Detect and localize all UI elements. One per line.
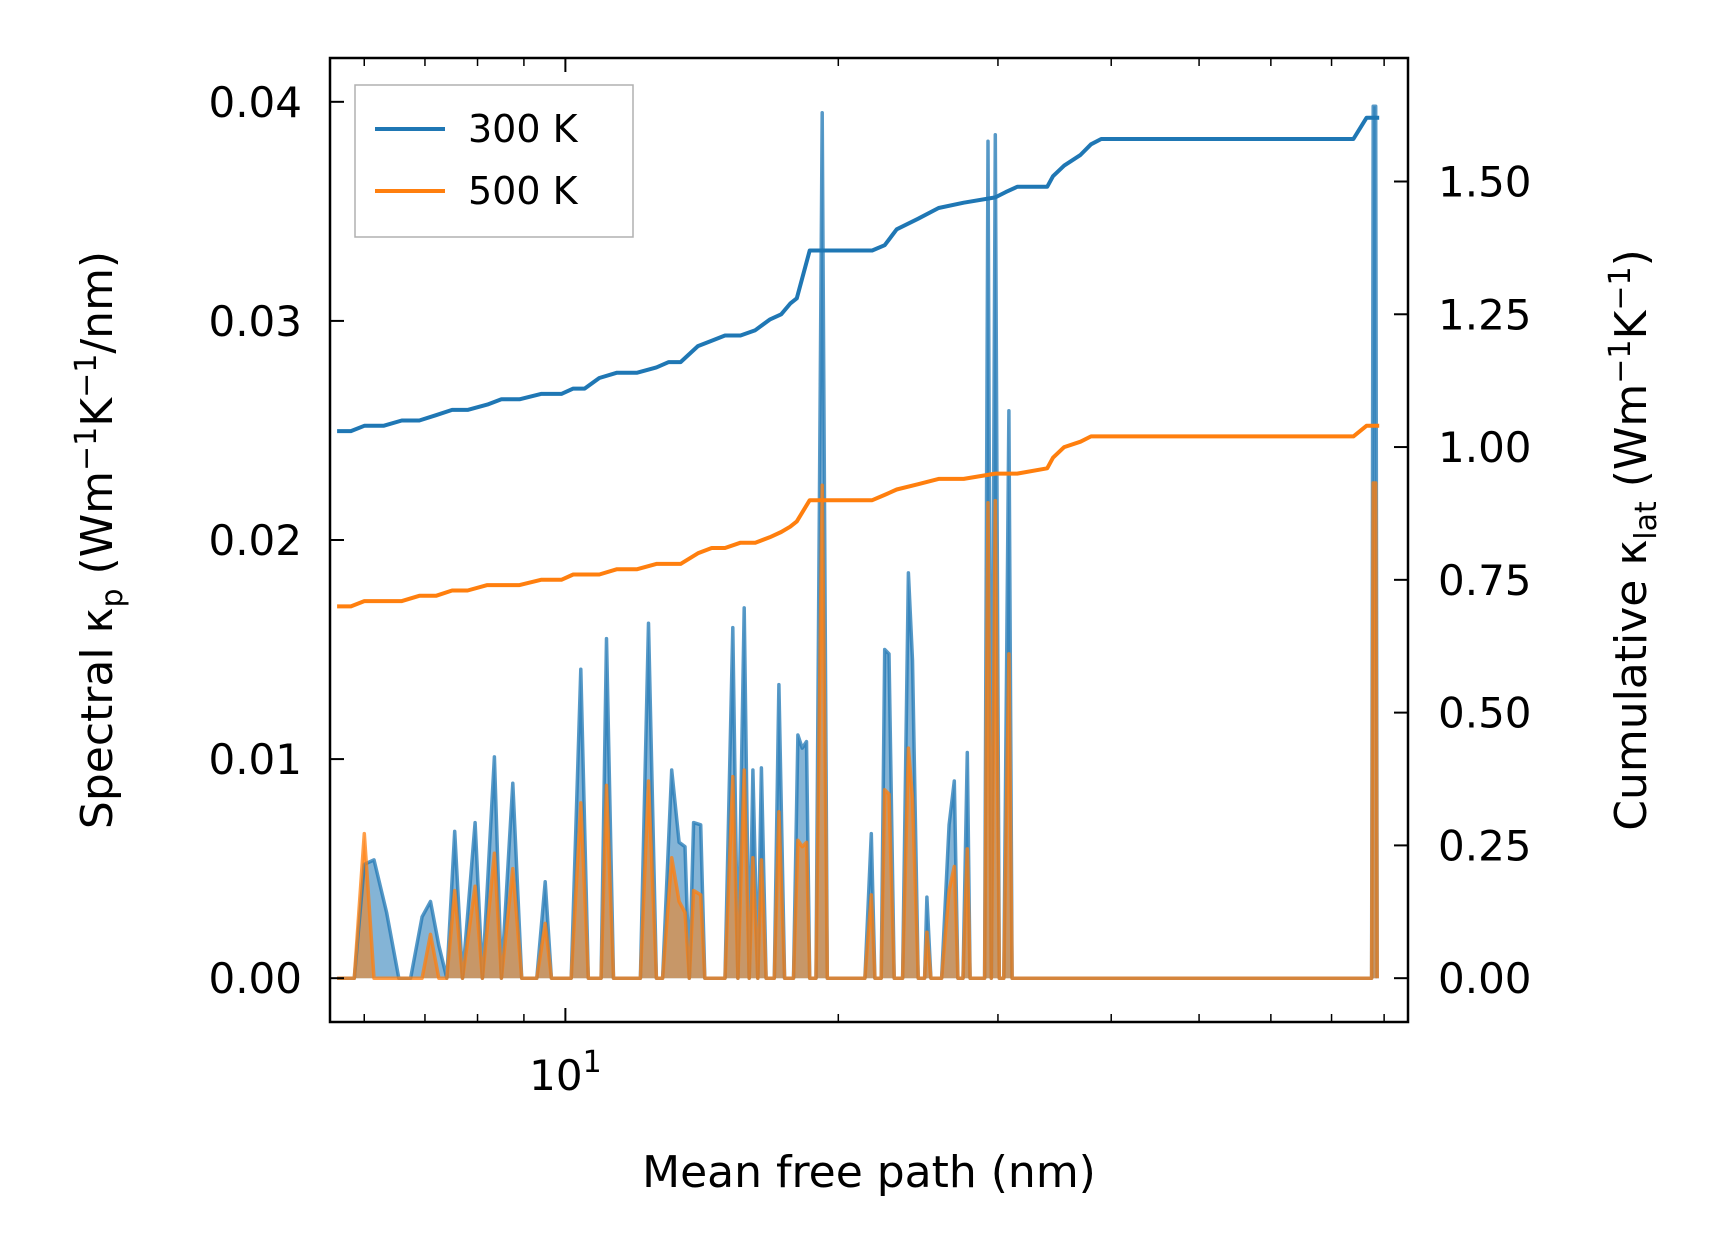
right-tick-label: 0.50 <box>1438 689 1532 738</box>
cumulative-lines <box>337 115 1380 609</box>
cumulative-line-500k <box>337 423 1380 609</box>
ticks <box>330 58 1408 1022</box>
right-tick-label: 1.00 <box>1438 423 1532 472</box>
left-axis-label-sub: p <box>95 588 130 607</box>
right-tick-labels: 0.00 0.25 0.50 0.75 1.00 1.25 1.50 <box>1438 157 1532 1003</box>
left-tick-label: 0.00 <box>208 954 302 1003</box>
x-axis-label: Mean free path (nm) <box>642 1147 1096 1198</box>
plot-frame <box>328 56 1410 1024</box>
left-axis-label-unit: (Wm <box>72 471 123 589</box>
right-tick-label: 0.75 <box>1438 556 1532 605</box>
legend-label-500k: 500 K <box>468 169 579 213</box>
left-tick-label: 0.03 <box>208 297 302 346</box>
left-tick-label: 0.04 <box>208 78 302 127</box>
right-axis-label-sub: lat <box>1629 501 1664 540</box>
spectral-line-500k <box>337 481 1379 980</box>
left-tick-label: 0.01 <box>208 735 302 784</box>
right-axis-label-exp1: −1 <box>1603 339 1638 383</box>
left-tick-label: 0.02 <box>208 516 302 565</box>
right-axis-label-exp2: −1 <box>1603 266 1638 310</box>
left-axis-label-k: K <box>72 397 123 427</box>
legend: 300 K 500 K <box>354 84 634 238</box>
right-tick-label: 0.25 <box>1438 821 1532 870</box>
right-tick-label: 1.25 <box>1438 290 1532 339</box>
cumulative-line-300k <box>337 115 1380 434</box>
left-axis-label-tail: /nm) <box>72 251 123 354</box>
spectral-lines <box>337 104 1379 980</box>
legend-box <box>354 84 634 238</box>
x-tick-label: 101 <box>529 1045 602 1100</box>
legend-label-300k: 300 K <box>468 107 579 151</box>
left-axis-label: Spectral κp (Wm−1K−1/nm) <box>69 251 130 829</box>
right-tick-label: 1.50 <box>1438 157 1532 206</box>
left-axis-label-exp2: −1 <box>69 354 104 398</box>
right-axis-label: Cumulative κlat (Wm−1K−1) <box>1603 249 1664 831</box>
left-axis-label-main: Spectral κ <box>72 608 123 830</box>
right-axis-label-tail: ) <box>1606 249 1657 266</box>
plot-area <box>337 104 1380 980</box>
right-tick-label: 0.00 <box>1438 954 1532 1003</box>
x-tick-labels: 101 <box>529 1045 602 1100</box>
right-axis-label-main: Cumulative κ <box>1606 540 1657 831</box>
left-axis-label-exp1: −1 <box>69 427 104 471</box>
right-axis-label-k: K <box>1606 309 1657 339</box>
left-tick-labels: 0.00 0.01 0.02 0.03 0.04 <box>208 78 302 1003</box>
right-axis-label-unit: (Wm <box>1606 384 1657 502</box>
